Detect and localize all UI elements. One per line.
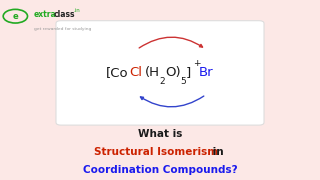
Text: What is: What is xyxy=(138,129,182,139)
Text: Br: Br xyxy=(198,66,213,79)
Text: in: in xyxy=(209,147,223,157)
Text: extra: extra xyxy=(34,10,57,19)
Text: .in: .in xyxy=(74,8,81,13)
Text: [Co: [Co xyxy=(106,66,129,79)
Text: Structural Isomerism: Structural Isomerism xyxy=(94,147,218,157)
Text: class: class xyxy=(54,10,75,19)
Text: (H: (H xyxy=(145,66,159,79)
Text: e: e xyxy=(12,12,18,21)
Text: 5: 5 xyxy=(180,76,186,86)
FancyArrowPatch shape xyxy=(139,37,203,48)
Text: O): O) xyxy=(165,66,181,79)
Text: 2: 2 xyxy=(160,76,165,86)
Text: Cl: Cl xyxy=(129,66,142,79)
Text: ]: ] xyxy=(186,66,191,79)
Text: +: + xyxy=(193,58,201,68)
Text: get rewarded for studying: get rewarded for studying xyxy=(34,27,91,31)
Text: Coordination Compounds?: Coordination Compounds? xyxy=(83,165,237,175)
FancyArrowPatch shape xyxy=(140,96,204,107)
FancyBboxPatch shape xyxy=(56,21,264,125)
